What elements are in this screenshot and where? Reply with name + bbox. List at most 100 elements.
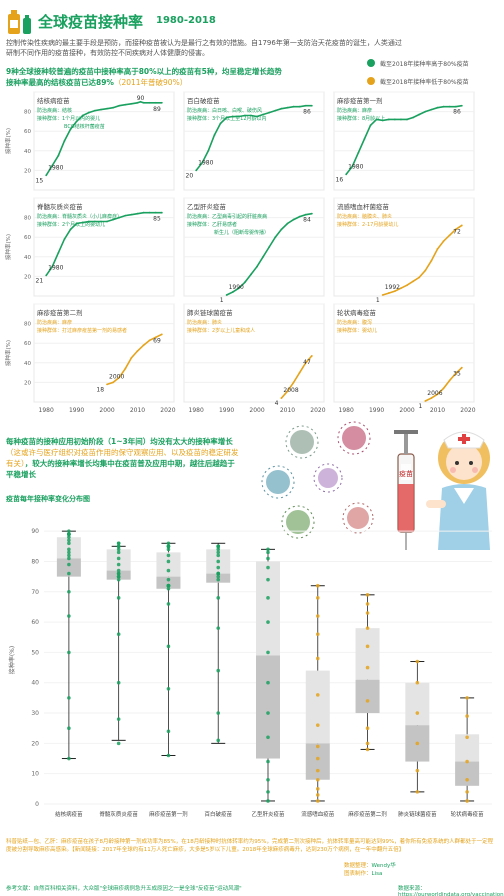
data-point (216, 571, 221, 576)
y-tick-label: 60 (31, 619, 39, 626)
panel-people: 接种群体：8月龄以上 (337, 115, 385, 122)
data-point (216, 711, 221, 715)
data-point (400, 118, 402, 121)
data-source-link[interactable]: https://ourworldindata.org/vaccination (398, 892, 504, 896)
y-tick-label: 20 (24, 274, 31, 280)
start-year-label: 1980 (48, 264, 63, 271)
data-point (351, 165, 354, 168)
y-tick-label: 0 (35, 801, 39, 808)
y-axis-label: 接种率(%) (8, 646, 16, 674)
credit-data-label: 数据整理： (344, 863, 372, 869)
x-tick-label: 2010 (280, 407, 295, 414)
data-point (365, 611, 370, 615)
data-point (75, 222, 78, 225)
x-tick-label: 1990 (369, 407, 384, 414)
data-point (67, 553, 71, 558)
data-point (166, 753, 171, 758)
panel-5: 乙型肝炎疫苗防治疾病：乙型病毒引起的肝脏疾病接种群体：乙肝易感者新生儿（阻断母婴… (183, 197, 325, 304)
box-lower (156, 576, 181, 589)
data-point (274, 109, 277, 112)
data-point (268, 246, 271, 248)
data-point (166, 541, 171, 546)
data-point (298, 105, 301, 108)
data-point (216, 547, 221, 552)
panel-target: 防治疾病：麻疹 (37, 319, 72, 326)
y-axis-label: 接种率(%) (4, 128, 12, 154)
data-point (315, 799, 320, 803)
data-point (166, 687, 171, 691)
data-point (393, 118, 396, 121)
y-tick-label: 80 (24, 110, 31, 116)
panel-target: 防治疾病：白日咳、白喉、破伤风 (187, 107, 262, 114)
x-tick-label: 脊髓灰质炎疫苗 (99, 810, 138, 818)
legend-label-high: 截至2018年接种率高于80%疫苗 (380, 60, 469, 68)
data-point (166, 577, 171, 582)
x-tick-label: 百白破疫苗 (204, 810, 232, 818)
start-year-label: 2008 (283, 387, 298, 394)
end-value-label: 85 (153, 216, 161, 223)
y-tick-label: 10 (31, 771, 39, 778)
data-point (100, 220, 102, 223)
data-point (243, 114, 246, 117)
virus-icon (261, 421, 374, 539)
data-point (51, 265, 54, 268)
data-point (148, 101, 151, 104)
source-reference: 参考文献：自然百科相关资料，大众版"全球麻疹病例急升五成原因之一是全球"反疫苗"… (6, 886, 242, 892)
data-point (274, 236, 277, 239)
panel-title: 流感嗜血杆菌疫苗 (337, 202, 390, 211)
data-point (106, 220, 108, 223)
data-point (142, 211, 145, 214)
data-point (216, 553, 221, 558)
data-point (69, 128, 72, 131)
x-tick-label: 1990 (219, 407, 234, 414)
data-point (465, 696, 469, 700)
data-point (310, 104, 313, 107)
data-point (315, 596, 320, 600)
data-point (67, 556, 71, 561)
start-year-label: 1980 (198, 159, 213, 166)
data-point (415, 790, 420, 794)
data-point (139, 100, 142, 103)
data-point (304, 104, 307, 107)
data-point (160, 333, 163, 336)
data-point (465, 790, 469, 794)
data-point (93, 220, 96, 223)
data-point (286, 222, 289, 225)
data-point (415, 659, 420, 664)
headline-main: 9种全球接种较普遍的疫苗中接种率高于80%以上的疫苗有5种，均呈稳定增长趋势 (6, 67, 282, 76)
box-group-3: 麻疹疫苗第一剂 (149, 541, 188, 818)
data-point (148, 211, 151, 214)
headline-note: （2011年普破90%） (113, 78, 188, 87)
data-point (304, 361, 307, 364)
y-tick-label: 40 (31, 680, 39, 687)
data-point (67, 529, 71, 533)
legend-item-low: 截至2018年接种率低于80%疫苗 (366, 72, 469, 90)
data-point (430, 259, 433, 262)
legend-swatch-low (367, 77, 375, 85)
data-point (166, 568, 171, 573)
data-point (442, 240, 445, 243)
data-point (442, 105, 445, 108)
series-line (195, 104, 312, 171)
data-point (365, 644, 370, 649)
data-point (266, 556, 270, 561)
y-tick-label: 20 (31, 740, 39, 747)
data-point (154, 336, 157, 339)
vaccine-bottle-icon (8, 10, 31, 34)
data-point (436, 393, 439, 396)
data-point (465, 735, 469, 740)
x-tick-label: 乙型肝炎疫苗 (251, 810, 285, 818)
start-year-label: 1980 (348, 163, 363, 170)
data-point (216, 565, 221, 570)
section2-main: 每种疫苗的接种应用初始阶段（1~3年间）均没有太大的接种率增长 (6, 437, 233, 446)
data-point (315, 723, 320, 727)
data-point (387, 292, 390, 294)
credit-data-value: Wendy华 (371, 863, 396, 869)
panel-title: 轮状病毒疫苗 (337, 308, 377, 317)
box-group-6: 流感嗜血疫苗 (301, 583, 335, 818)
data-point (365, 741, 370, 746)
data-point (460, 224, 463, 227)
box-lower (256, 655, 280, 759)
data-point (266, 777, 270, 782)
